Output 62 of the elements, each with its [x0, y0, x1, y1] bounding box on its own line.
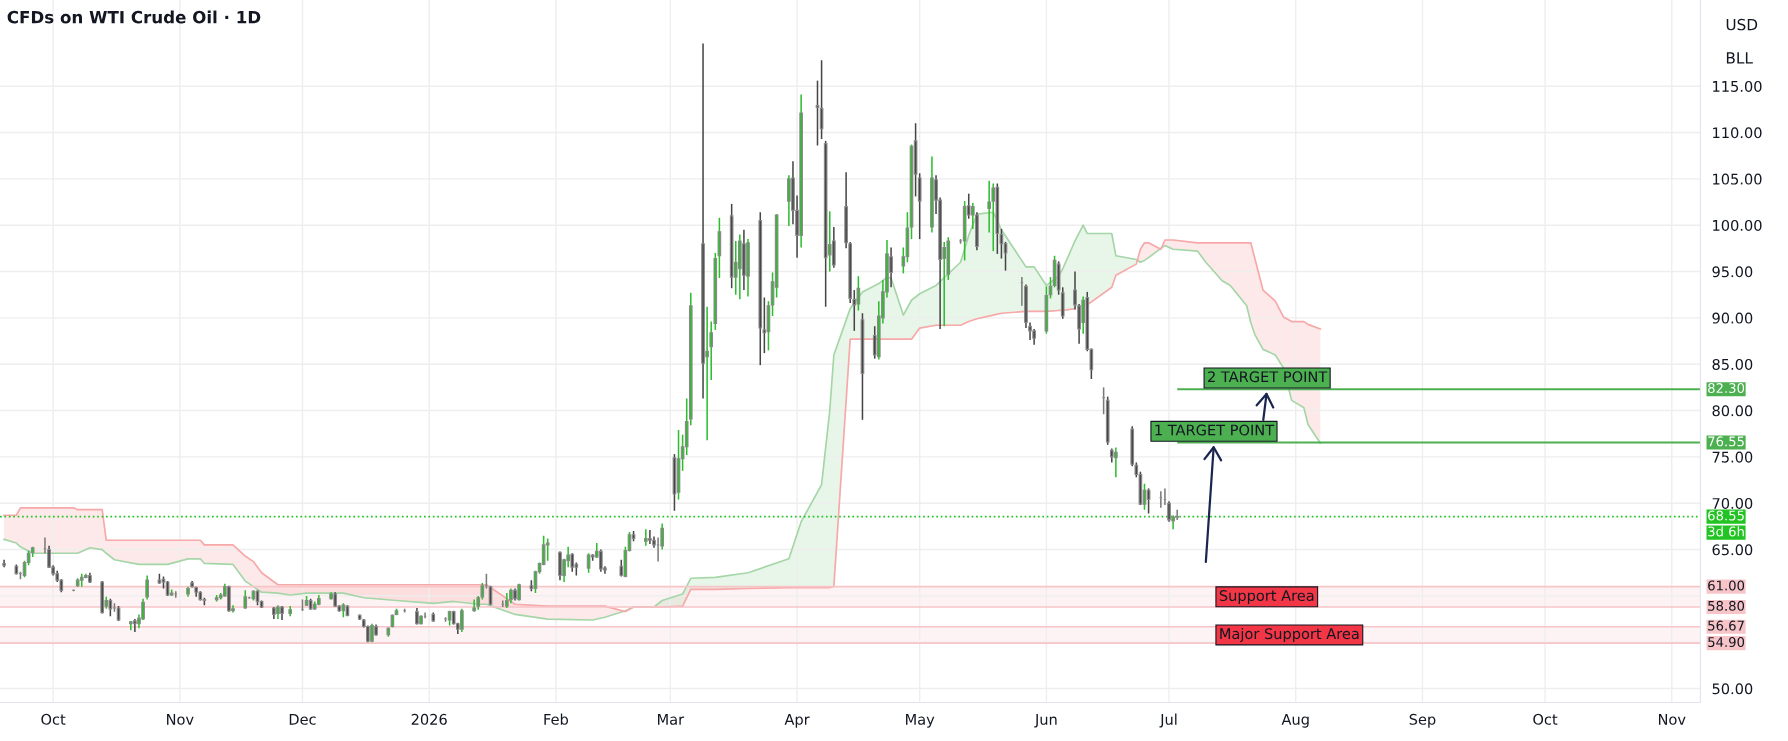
text: CFDs on WTI Crude Oil · 1D [7, 10, 261, 24]
candlestick [787, 174, 791, 227]
x-tick-label: Jul [1159, 713, 1177, 728]
x-tick-label: Nov [1658, 714, 1686, 725]
candlestick [545, 537, 550, 562]
candlestick [586, 552, 591, 574]
y-tick-label: 85.00 [1712, 358, 1753, 370]
y-tick-label: 75.00 [1712, 451, 1753, 463]
y-tick-label: 80.00 [1712, 405, 1753, 417]
y-tick-label: 90.00 [1712, 312, 1753, 324]
candlestick [558, 550, 562, 581]
candlestick [243, 589, 248, 610]
candlestick [815, 79, 820, 147]
x-tick-label: Oct [41, 713, 66, 725]
candlestick [599, 548, 603, 573]
ref-line-label: 82.30 [1708, 383, 1745, 394]
candlestick [145, 574, 149, 601]
band-label: Major Support Area [1220, 627, 1359, 643]
candlestick [889, 246, 893, 289]
ref-line-label: 76.55 [1708, 436, 1744, 447]
candlestick [460, 608, 464, 633]
candlestick [991, 182, 996, 252]
annotation: 2 TARGET POINT [1208, 371, 1328, 383]
candlestick [1167, 500, 1171, 523]
candlestick [79, 572, 84, 588]
ref-line-label: 58.80 [1708, 600, 1745, 611]
x-tick-label: Feb [544, 713, 569, 725]
annotation: 1 TARGET POINT [1155, 424, 1275, 436]
x-tick-label: Dec [289, 714, 316, 725]
ref-line-label: 54.90 [1708, 637, 1745, 647]
y-tick-label: 110.00 [1713, 127, 1762, 139]
x-tick-label: Sep [1409, 713, 1436, 728]
candlestick [1114, 446, 1118, 479]
candlestick [660, 522, 664, 551]
candlestick [133, 618, 137, 633]
text: BLL [1726, 52, 1753, 64]
candlestick [570, 552, 575, 573]
candlestick [648, 529, 652, 545]
y-tick-label: 65.00 [1712, 544, 1753, 556]
band-label: Support Area [1219, 590, 1314, 604]
ref-line-label: 68.55 3d 6h [1708, 510, 1744, 537]
candlestick [643, 528, 648, 547]
y-tick-label: 100.00 [1713, 219, 1762, 231]
y-tick-label: 50.00 [1712, 683, 1753, 695]
x-tick-label: Mar [658, 714, 685, 725]
ref-line-label: 56.67 [1708, 620, 1744, 631]
x-tick-label: Apr [784, 714, 810, 728]
candlestick [173, 590, 178, 599]
x-tick-label: May [906, 714, 935, 728]
x-tick-label: Aug [1281, 714, 1309, 728]
candlestick [856, 275, 861, 312]
y-tick-label: 105.00 [1713, 173, 1762, 185]
candlestick [1175, 508, 1180, 521]
y-tick-label: 95.00 [1712, 266, 1753, 278]
x-tick-label: 2026 [411, 713, 447, 725]
x-tick-label: Nov [167, 714, 194, 725]
y-tick-label: 70.00 [1712, 497, 1753, 509]
y-tick-label: 115.00 [1713, 80, 1762, 92]
text: USD [1726, 18, 1758, 31]
x-tick-label: Oct [1533, 713, 1558, 725]
ref-line-label: 61.00 [1708, 580, 1745, 591]
x-tick-label: Jun [1034, 714, 1057, 728]
